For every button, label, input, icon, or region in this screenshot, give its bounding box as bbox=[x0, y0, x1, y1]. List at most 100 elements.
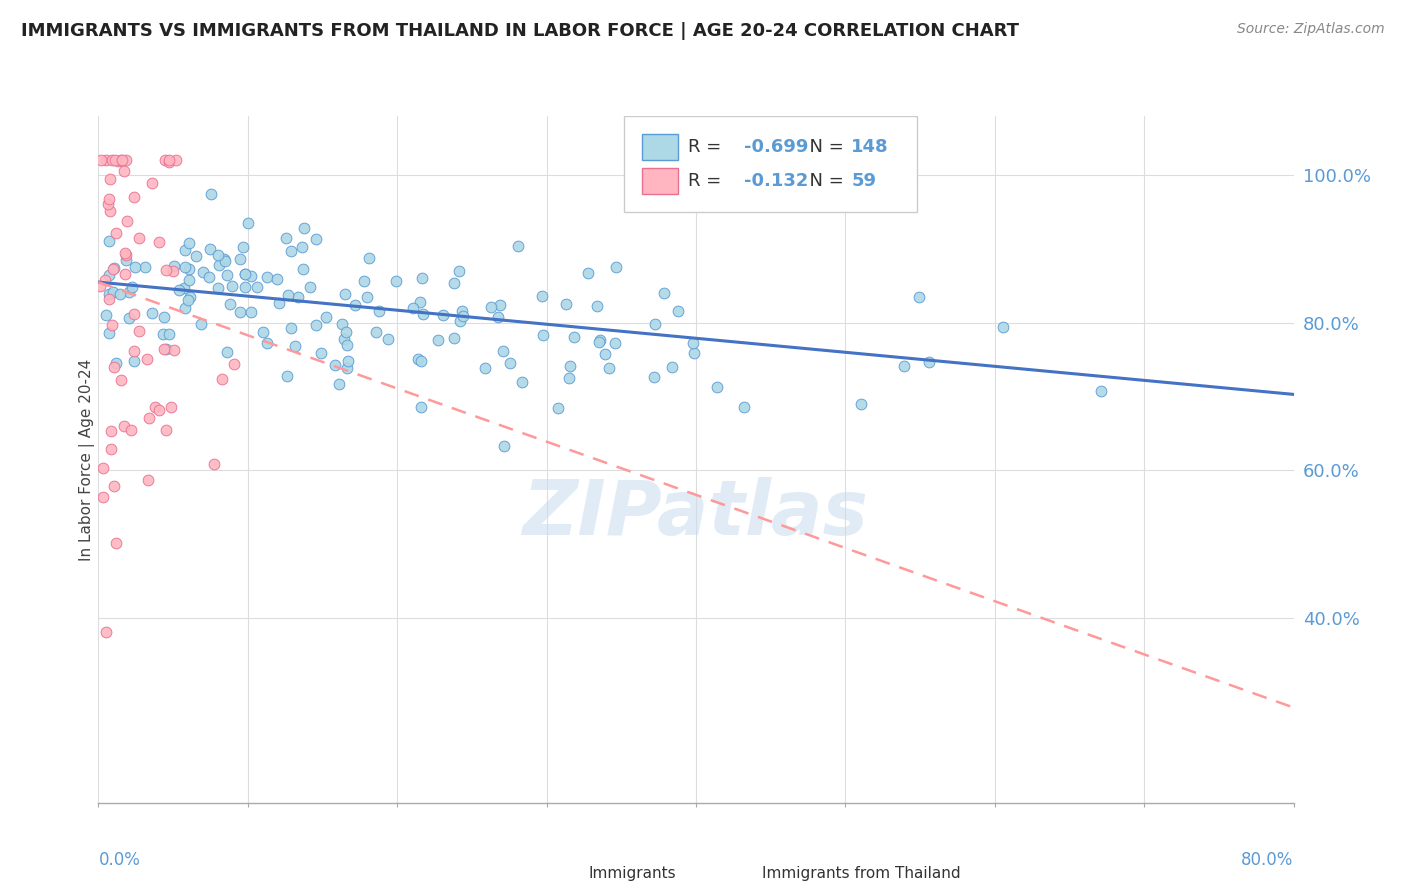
Point bbox=[221, 279, 243, 293]
Text: IMMIGRANTS VS IMMIGRANTS FROM THAILAND IN LABOR FORCE | AGE 20-24 CORRELATION CH: IMMIGRANTS VS IMMIGRANTS FROM THAILAND I… bbox=[21, 22, 1019, 40]
Point bbox=[284, 339, 307, 353]
Point bbox=[357, 251, 380, 265]
Point bbox=[112, 418, 135, 433]
Point bbox=[367, 304, 389, 318]
Point bbox=[385, 274, 408, 288]
Point bbox=[531, 289, 554, 303]
Point bbox=[291, 261, 314, 276]
Point bbox=[143, 400, 166, 414]
Point bbox=[173, 260, 195, 275]
Point bbox=[598, 360, 620, 375]
Point bbox=[190, 317, 212, 331]
Point bbox=[162, 259, 184, 273]
Point bbox=[89, 279, 111, 293]
Point bbox=[506, 239, 529, 253]
Point bbox=[661, 360, 683, 375]
Point bbox=[706, 379, 728, 393]
Point bbox=[207, 258, 229, 272]
Point bbox=[165, 153, 187, 168]
Point bbox=[333, 332, 356, 346]
Point bbox=[305, 232, 328, 246]
Point bbox=[100, 442, 122, 457]
FancyBboxPatch shape bbox=[643, 134, 678, 160]
Text: 0.0%: 0.0% bbox=[98, 851, 141, 869]
Text: 80.0%: 80.0% bbox=[1241, 851, 1294, 869]
Point bbox=[292, 220, 315, 235]
Point bbox=[110, 153, 132, 168]
Point bbox=[229, 305, 252, 319]
Point bbox=[103, 260, 125, 275]
Point bbox=[173, 244, 195, 258]
Point bbox=[236, 216, 259, 230]
Point bbox=[217, 344, 239, 359]
Point bbox=[138, 473, 160, 487]
Text: R =: R = bbox=[688, 172, 727, 190]
Point bbox=[91, 491, 114, 505]
Point bbox=[554, 297, 576, 311]
Text: -0.699: -0.699 bbox=[744, 138, 808, 156]
Point bbox=[443, 331, 465, 345]
Text: 148: 148 bbox=[852, 138, 889, 156]
Point bbox=[148, 235, 170, 249]
Point bbox=[115, 153, 138, 168]
Point bbox=[291, 240, 314, 254]
Point bbox=[450, 303, 472, 318]
Point bbox=[184, 249, 207, 263]
Point bbox=[94, 273, 117, 287]
Point bbox=[173, 301, 195, 315]
Point bbox=[101, 285, 124, 300]
Point bbox=[138, 410, 160, 425]
Point bbox=[115, 247, 138, 261]
Point bbox=[163, 343, 186, 358]
Point bbox=[148, 403, 170, 417]
Point bbox=[98, 292, 121, 306]
Text: 59: 59 bbox=[852, 172, 876, 190]
Point bbox=[217, 268, 239, 282]
Point bbox=[128, 324, 150, 338]
Point bbox=[240, 268, 263, 283]
Point bbox=[246, 280, 269, 294]
Point bbox=[103, 359, 125, 374]
Point bbox=[101, 153, 124, 168]
Point bbox=[117, 214, 139, 228]
Point bbox=[644, 317, 666, 331]
Point bbox=[141, 306, 163, 320]
Point bbox=[412, 307, 434, 321]
Point bbox=[588, 334, 610, 349]
Point bbox=[239, 304, 262, 318]
Point bbox=[603, 335, 626, 350]
Point bbox=[97, 326, 120, 340]
Point bbox=[304, 318, 326, 333]
Point bbox=[589, 333, 612, 347]
Point bbox=[266, 272, 288, 286]
Point bbox=[96, 625, 118, 640]
Point bbox=[110, 373, 132, 387]
Point bbox=[432, 308, 454, 322]
Point bbox=[353, 274, 375, 288]
Point bbox=[111, 153, 134, 168]
Point bbox=[411, 271, 433, 285]
Point bbox=[481, 300, 503, 314]
Point bbox=[124, 190, 146, 204]
Point bbox=[277, 288, 299, 302]
Text: ZIPatlas: ZIPatlas bbox=[523, 477, 869, 551]
Point bbox=[177, 293, 200, 307]
Point bbox=[851, 396, 873, 410]
Point bbox=[90, 153, 112, 168]
Point bbox=[488, 298, 510, 312]
Point bbox=[98, 171, 121, 186]
Point bbox=[107, 153, 129, 168]
Point bbox=[120, 423, 142, 437]
Point bbox=[104, 356, 127, 370]
Point bbox=[97, 268, 120, 282]
Point bbox=[593, 346, 616, 360]
Point bbox=[177, 262, 200, 277]
Point bbox=[336, 338, 359, 352]
Point bbox=[335, 325, 357, 339]
Point bbox=[103, 479, 125, 493]
Point bbox=[233, 268, 256, 282]
Point bbox=[409, 401, 432, 415]
Point bbox=[643, 370, 665, 384]
Point bbox=[492, 439, 515, 453]
Text: Source: ZipAtlas.com: Source: ZipAtlas.com bbox=[1237, 22, 1385, 37]
